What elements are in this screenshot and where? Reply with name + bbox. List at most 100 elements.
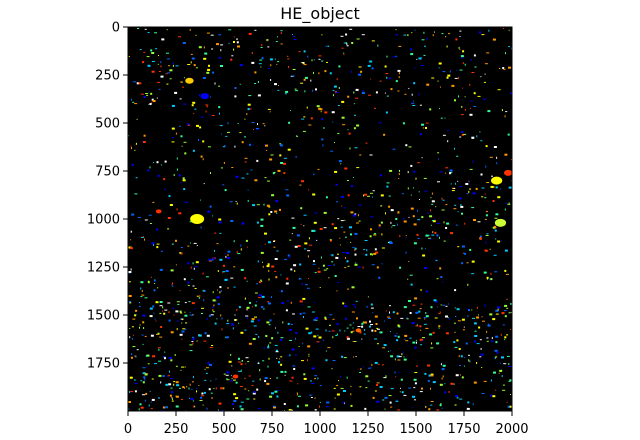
object-pixel — [240, 268, 244, 271]
object-pixel — [455, 316, 457, 317]
object-pixel — [210, 380, 212, 382]
object-pixel — [413, 223, 417, 226]
object-pixel — [268, 278, 270, 281]
object-pixel — [161, 38, 165, 41]
object-pixel — [358, 73, 362, 76]
object-pixel — [372, 312, 374, 314]
object-pixel — [307, 55, 309, 58]
object-pixel — [442, 375, 444, 378]
object-pixel — [507, 133, 510, 136]
object-pixel — [223, 145, 226, 147]
object-pixel — [357, 266, 361, 268]
object-pixel — [410, 164, 413, 167]
object-pixel — [156, 243, 160, 245]
object-pixel — [508, 46, 511, 48]
object-pixel — [322, 339, 324, 341]
object-pixel — [276, 357, 278, 359]
object-pixel — [471, 72, 475, 73]
object-pixel — [495, 313, 499, 315]
object-pixel — [316, 341, 320, 343]
object-pixel — [337, 133, 340, 134]
object-pixel — [168, 195, 171, 198]
object-pixel — [310, 380, 312, 382]
object-pixel — [447, 317, 449, 319]
object-pixel — [331, 261, 334, 263]
object-pixel — [135, 142, 137, 145]
object-pixel — [381, 247, 385, 249]
object-pixel — [355, 88, 359, 91]
object-pixel — [167, 217, 171, 219]
object-pixel — [277, 61, 280, 63]
object-pixel — [214, 82, 216, 85]
object-pixel — [167, 228, 170, 230]
object-pixel — [451, 190, 455, 192]
object-pixel — [235, 397, 239, 400]
object-pixel — [188, 397, 190, 399]
object-pixel — [364, 407, 367, 410]
object-pixel — [279, 143, 282, 145]
object-pixel — [464, 63, 466, 66]
object-pixel — [303, 50, 306, 53]
object-pixel — [213, 304, 215, 307]
object-pixel — [325, 196, 328, 199]
object-pixel — [264, 177, 267, 179]
y-tick-label: 1250 — [87, 261, 120, 276]
object-pixel — [471, 207, 475, 209]
object-pixel — [455, 374, 459, 377]
object-pixel — [431, 203, 434, 205]
object-pixel — [262, 261, 263, 263]
object-pixel — [419, 308, 422, 310]
object-pixel — [158, 55, 159, 56]
object-pixel — [219, 232, 222, 234]
object-pixel — [330, 150, 334, 152]
object-pixel — [403, 306, 407, 309]
object-pixel — [148, 404, 150, 407]
object-pixel — [339, 244, 341, 246]
object-pixel — [495, 309, 499, 312]
object-pixel — [334, 142, 335, 144]
object-pixel — [390, 221, 392, 224]
object-pixel — [168, 319, 171, 322]
object-pixel — [444, 391, 447, 394]
object-pixel — [187, 245, 190, 247]
object-pixel — [440, 117, 443, 119]
object-pixel — [425, 234, 429, 237]
object-pixel — [201, 313, 203, 314]
object-pixel — [378, 227, 380, 229]
object-pixel — [418, 310, 421, 313]
object-pixel — [447, 140, 449, 143]
object-pixel — [412, 304, 416, 306]
object-pixel — [405, 340, 409, 342]
object-pixel — [431, 234, 435, 236]
object-pixel — [361, 92, 365, 94]
object-pixel — [175, 239, 177, 242]
object-pixel — [260, 280, 263, 282]
object-pixel — [340, 163, 342, 165]
object-pixel — [376, 384, 379, 386]
object-pixel — [503, 363, 507, 365]
object-pixel — [256, 301, 258, 303]
object-pixel — [182, 328, 186, 330]
object-pixel — [142, 321, 145, 324]
object-pixel — [309, 244, 313, 246]
object-pixel — [318, 58, 321, 60]
object-pixel — [464, 252, 466, 255]
object-pixel — [249, 143, 251, 146]
object-pixel — [203, 299, 205, 302]
object-pixel — [380, 221, 383, 224]
object-pixel — [411, 322, 415, 325]
object-pixel — [422, 337, 425, 339]
object-pixel — [204, 368, 206, 370]
object-pixel — [420, 64, 424, 66]
object-pixel — [441, 362, 443, 364]
object-pixel — [473, 92, 476, 95]
object-pixel — [182, 86, 184, 88]
object-pixel — [458, 197, 462, 200]
object-pixel — [158, 360, 162, 362]
object-pixel — [307, 359, 308, 362]
object-pixel — [428, 374, 431, 377]
object-pixel — [335, 335, 338, 336]
object-pixel — [180, 399, 183, 400]
object-pixel — [343, 357, 347, 359]
object-pixel — [147, 32, 150, 33]
